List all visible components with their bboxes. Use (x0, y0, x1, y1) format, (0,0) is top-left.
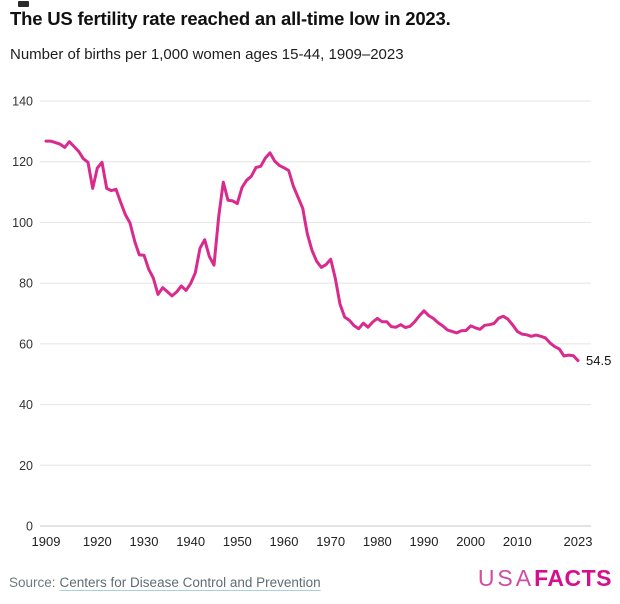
usafacts-logo: USAFACTS (478, 565, 612, 591)
x-axis-tick-label: 1920 (83, 534, 112, 549)
logo-usa-text: USA (477, 565, 535, 591)
fertility-line-chart: 0 20 40 60 80 100 120 140 1909 1920 1930 1940 1950 19… (12, 95, 611, 550)
latest-value-label: 54.5 (586, 353, 611, 368)
chart-subtitle: Number of births per 1,000 women ages 15… (10, 46, 404, 63)
fertility-rate-line (44, 139, 580, 363)
x-axis-tick-label: 1940 (176, 534, 205, 549)
y-axis-tick-label: 80 (19, 277, 33, 291)
x-axis-tick-label: 1990 (410, 534, 439, 549)
logo-facts-text: FACTS (534, 565, 612, 591)
y-axis-tick-label: 60 (19, 337, 33, 351)
y-axis-tick-label: 0 (26, 520, 33, 534)
source-line: Source: Centers for Disease Control and P… (9, 575, 321, 590)
y-axis-tick-label: 20 (19, 459, 33, 473)
x-axis-tick-label: 2010 (503, 534, 532, 549)
source-prefix: Source: (9, 575, 56, 590)
x-axis-tick-label: 1950 (223, 534, 252, 549)
x-axis-tick-label: 1970 (316, 534, 345, 549)
x-axis-tick-label: 2023 (564, 534, 593, 549)
crop-artifact (18, 1, 29, 7)
x-axis-tick-label: 1909 (32, 534, 61, 549)
source-link[interactable]: Centers for Disease Control and Preventi… (59, 575, 321, 590)
y-axis-tick-label: 40 (19, 398, 33, 412)
y-axis-tick-label: 120 (12, 155, 33, 169)
y-axis-tick-label: 140 (12, 95, 33, 109)
x-axis-tick-label: 1980 (363, 534, 392, 549)
x-axis-tick-label: 1930 (130, 534, 159, 549)
y-axis-tick-label: 100 (12, 216, 33, 230)
chart-title: The US fertility rate reached an all-tim… (10, 8, 451, 29)
x-axis-tick-label: 2000 (456, 534, 485, 549)
x-axis-tick-label: 1960 (270, 534, 299, 549)
